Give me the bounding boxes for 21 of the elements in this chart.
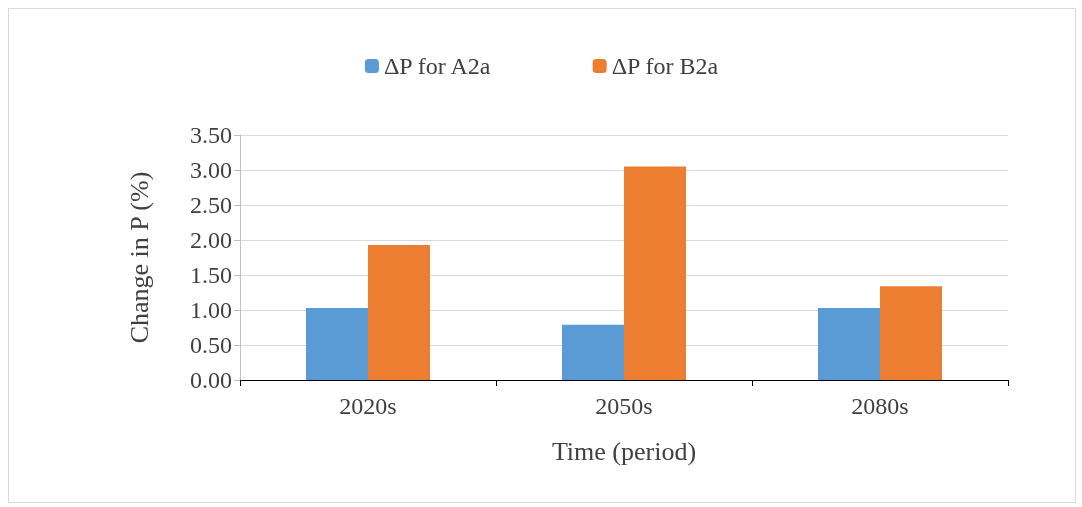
x-tick-label: 2050s [595, 393, 653, 419]
bar [306, 307, 368, 380]
x-tick-label: 2080s [851, 393, 909, 419]
bar [818, 307, 880, 380]
y-tick-label: 3.50 [190, 122, 232, 148]
x-tick-label: 2020s [339, 393, 397, 419]
y-tick-label: 2.50 [190, 192, 232, 218]
y-tick-label: 0.00 [190, 367, 232, 393]
bar [368, 244, 430, 380]
bar [562, 324, 624, 380]
y-tick-label: 1.50 [190, 262, 232, 288]
bar [880, 286, 942, 380]
y-tick-label: 0.50 [190, 332, 232, 358]
bar [624, 166, 686, 380]
y-tick-label: 2.00 [190, 227, 232, 253]
y-tick-label: 3.00 [190, 157, 232, 183]
legend-label: ΔP for A2a [383, 53, 491, 79]
legend-label: ΔP for B2a [611, 53, 719, 79]
y-axis-title: Change in P (%) [124, 171, 154, 344]
x-axis-title: Time (period) [551, 436, 697, 466]
y-tick-label: 1.00 [190, 297, 232, 323]
